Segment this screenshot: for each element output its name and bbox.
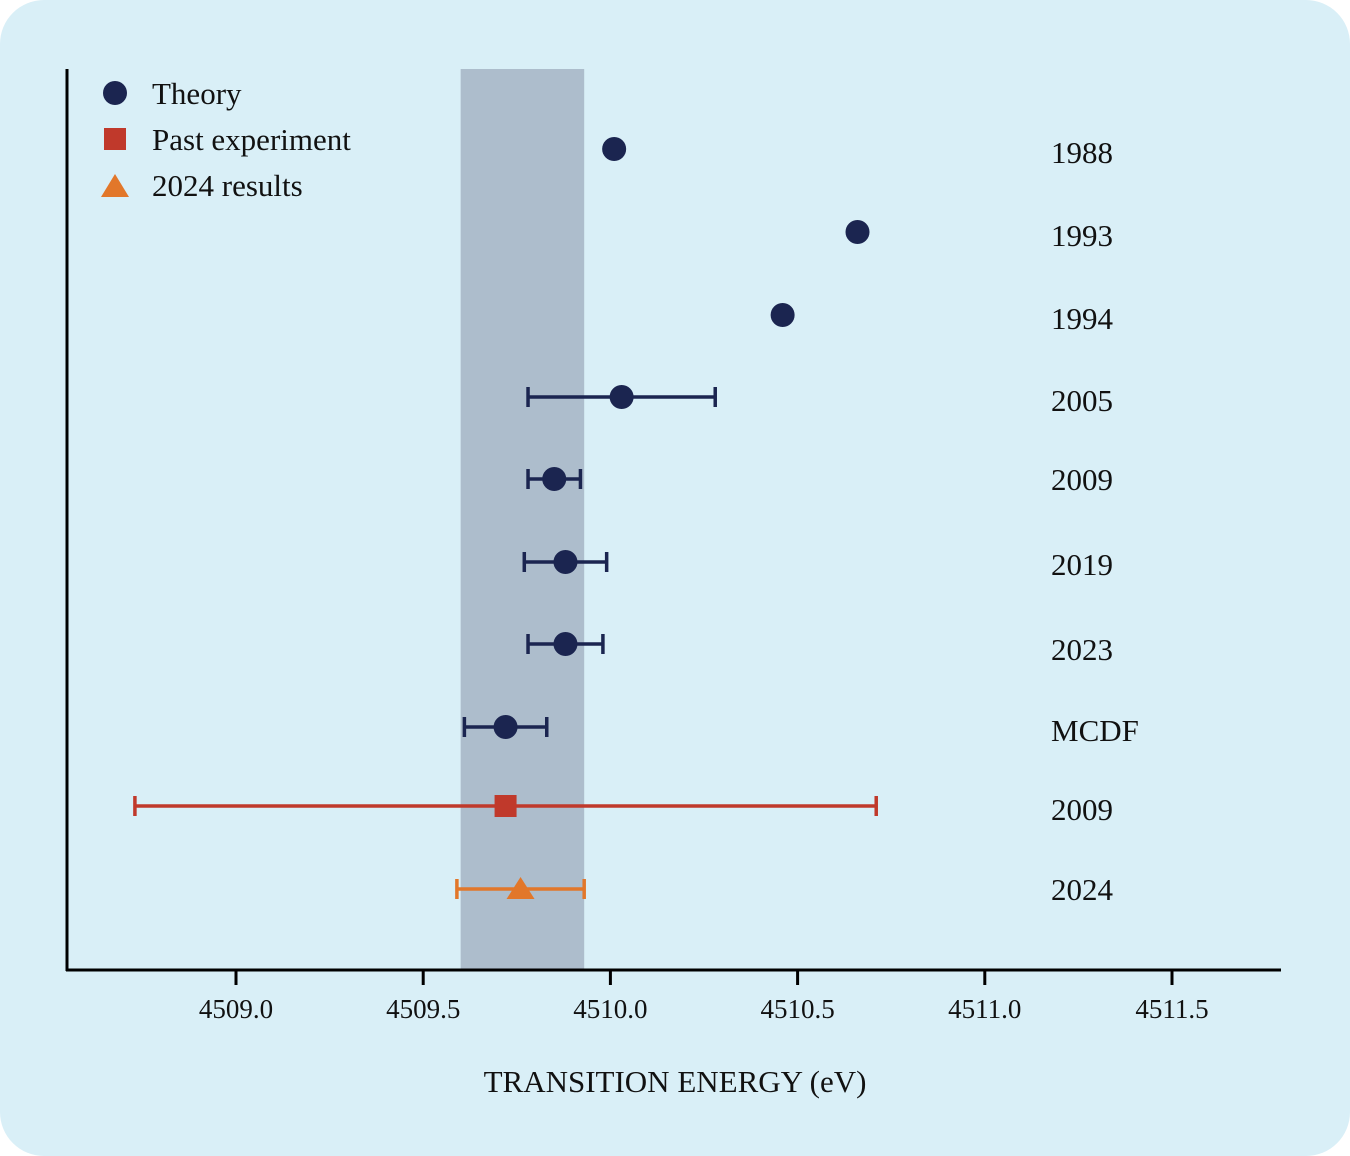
row-label: 2005 <box>1051 383 1113 418</box>
data-row-2005-theory <box>526 385 717 409</box>
data-point <box>494 795 517 817</box>
row-label: 1994 <box>1051 301 1114 336</box>
row-label: 2019 <box>1051 547 1113 582</box>
row-label: 2024 <box>1051 872 1114 907</box>
data-point <box>506 877 535 899</box>
row-label: 1988 <box>1051 135 1113 170</box>
data-point <box>542 467 567 491</box>
data-point <box>602 137 627 161</box>
data-row-2019-theory <box>522 550 609 574</box>
row-label: 2023 <box>1051 632 1113 667</box>
data-point <box>609 385 634 409</box>
row-label: 2009 <box>1051 792 1113 827</box>
legend-theory-marker <box>103 81 127 105</box>
x-axis-title: TRANSITION ENERGY (eV) <box>484 1064 867 1099</box>
data-point <box>493 715 518 739</box>
legend-2024-results-label: 2024 results <box>152 168 303 203</box>
data-row-1993-theory <box>845 220 870 244</box>
x-tick-label: 4509.5 <box>386 994 460 1024</box>
x-tick-label: 4511.0 <box>948 994 1021 1024</box>
x-tick-label: 4510.5 <box>760 994 834 1024</box>
row-label: 1993 <box>1051 218 1113 253</box>
legend-past-experiment-marker <box>104 128 126 150</box>
x-tick-label: 4509.0 <box>199 994 273 1024</box>
data-point <box>553 632 578 656</box>
x-tick-label: 4510.0 <box>573 994 647 1024</box>
legend-past-experiment-label: Past experiment <box>152 122 351 157</box>
legend-theory-label: Theory <box>152 76 242 111</box>
data-row-mcdf-theory <box>462 715 549 739</box>
consensus-band <box>460 69 585 969</box>
data-row-2024-2024-results <box>455 877 586 899</box>
data-point <box>770 303 795 327</box>
data-row-2009-theory <box>526 467 583 491</box>
row-label: MCDF <box>1051 713 1139 748</box>
data-point <box>845 220 870 244</box>
data-row-2009-past-experiment <box>133 795 878 817</box>
data-point <box>553 550 578 574</box>
x-tick-label: 4511.5 <box>1135 994 1208 1024</box>
row-label: 2009 <box>1051 462 1113 497</box>
data-row-1988-theory <box>602 137 627 161</box>
legend-2024-results-marker <box>101 174 129 197</box>
data-row-1994-theory <box>770 303 795 327</box>
data-row-2023-theory <box>526 632 605 656</box>
